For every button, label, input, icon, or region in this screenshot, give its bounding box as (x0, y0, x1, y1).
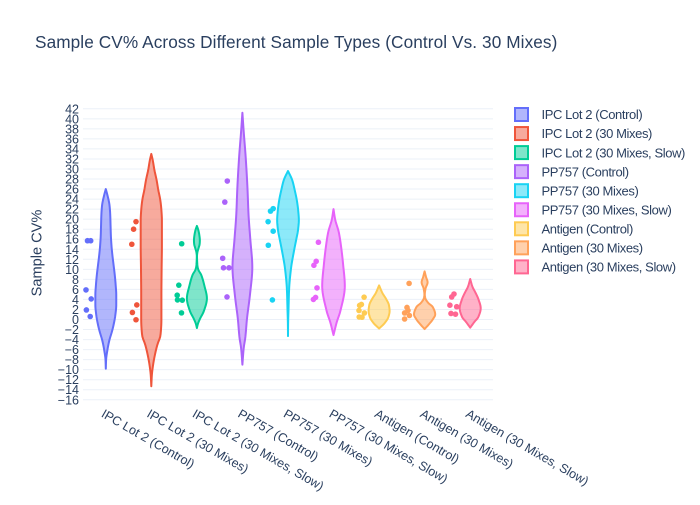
svg-text:12: 12 (65, 253, 79, 267)
svg-text:34: 34 (65, 142, 79, 156)
svg-text:−16: −16 (58, 393, 79, 407)
svg-text:Sample CV%: Sample CV% (30, 210, 46, 297)
svg-text:−14: −14 (58, 383, 79, 397)
svg-text:−6: −6 (65, 343, 79, 357)
svg-text:IPC Lot 2 (30 Mixes, Slow): IPC Lot 2 (30 Mixes, Slow) (542, 145, 686, 160)
svg-text:Antigen (Control): Antigen (Control) (542, 221, 634, 236)
svg-text:10: 10 (65, 263, 79, 277)
svg-text:40: 40 (65, 112, 79, 126)
svg-text:4: 4 (72, 293, 79, 307)
svg-text:IPC Lot 2 (30 Mixes): IPC Lot 2 (30 Mixes) (542, 126, 653, 141)
svg-text:14: 14 (65, 243, 79, 257)
svg-text:−2: −2 (65, 323, 79, 337)
svg-text:38: 38 (65, 122, 79, 136)
svg-text:32: 32 (65, 152, 79, 166)
svg-text:26: 26 (65, 183, 79, 197)
svg-text:PP757 (30 Mixes): PP757 (30 Mixes) (542, 183, 639, 198)
svg-text:28: 28 (65, 173, 79, 187)
svg-text:PP757 (Control): PP757 (Control) (542, 164, 629, 179)
svg-text:16: 16 (65, 233, 79, 247)
svg-text:22: 22 (65, 203, 79, 217)
svg-text:0: 0 (72, 313, 79, 327)
svg-text:36: 36 (65, 132, 79, 146)
svg-text:−10: −10 (58, 363, 79, 377)
svg-text:PP757 (30 Mixes, Slow): PP757 (30 Mixes, Slow) (542, 202, 672, 217)
svg-text:Sample CV% Across Different Sa: Sample CV% Across Different Sample Types… (35, 32, 557, 52)
svg-text:18: 18 (65, 223, 79, 237)
svg-text:20: 20 (65, 213, 79, 227)
svg-text:−4: −4 (65, 333, 79, 347)
svg-text:IPC Lot 2 (Control): IPC Lot 2 (Control) (542, 107, 643, 122)
svg-text:Antigen (30 Mixes): Antigen (30 Mixes) (542, 241, 643, 256)
svg-text:−12: −12 (58, 373, 79, 387)
svg-text:24: 24 (65, 193, 79, 207)
svg-text:8: 8 (72, 273, 79, 287)
svg-text:30: 30 (65, 162, 79, 176)
svg-text:Antigen (30 Mixes, Slow): Antigen (30 Mixes, Slow) (542, 260, 676, 275)
svg-text:42: 42 (65, 102, 79, 116)
svg-text:6: 6 (72, 283, 79, 297)
svg-text:−8: −8 (65, 353, 79, 367)
svg-text:2: 2 (72, 303, 79, 317)
